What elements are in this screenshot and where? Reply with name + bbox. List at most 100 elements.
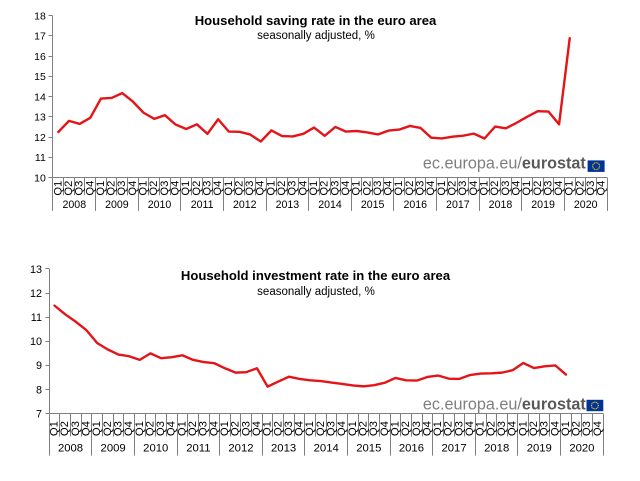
svg-text:Q2: Q2 <box>404 181 416 196</box>
svg-text:Q1: Q1 <box>517 421 529 436</box>
svg-text:ec.europa.eu/eurostat: ec.europa.eu/eurostat <box>423 155 586 173</box>
svg-text:Q3: Q3 <box>201 181 213 196</box>
svg-text:Q2: Q2 <box>315 421 327 436</box>
svg-text:Q2: Q2 <box>144 421 156 436</box>
svg-text:7: 7 <box>36 408 42 420</box>
svg-text:Q4: Q4 <box>297 181 309 196</box>
svg-text:Q2: Q2 <box>187 421 199 436</box>
svg-text:Q4: Q4 <box>464 421 476 436</box>
svg-text:Q2: Q2 <box>357 421 369 436</box>
svg-text:Q3: Q3 <box>70 421 82 436</box>
svg-text:ec.europa.eu/eurostat: ec.europa.eu/eurostat <box>423 395 586 413</box>
svg-text:Q3: Q3 <box>500 181 512 196</box>
svg-text:Q4: Q4 <box>336 421 348 436</box>
svg-text:Q2: Q2 <box>485 421 497 436</box>
svg-text:2011: 2011 <box>191 199 214 211</box>
svg-text:2019: 2019 <box>527 443 552 455</box>
svg-text:Q2: Q2 <box>489 181 501 196</box>
svg-text:2015: 2015 <box>356 443 381 455</box>
svg-text:Q4: Q4 <box>468 181 480 196</box>
svg-text:Q4: Q4 <box>208 421 220 436</box>
svg-text:2014: 2014 <box>314 443 339 455</box>
svg-text:Q2: Q2 <box>106 181 118 196</box>
svg-text:Q3: Q3 <box>368 421 380 436</box>
svg-text:12: 12 <box>34 132 46 144</box>
svg-text:Q4: Q4 <box>421 421 433 436</box>
svg-text:Q3: Q3 <box>585 181 597 196</box>
svg-text:Q3: Q3 <box>283 421 295 436</box>
svg-text:Q4: Q4 <box>510 181 522 196</box>
svg-text:Q2: Q2 <box>102 421 114 436</box>
svg-text:Q3: Q3 <box>326 421 338 436</box>
svg-text:9: 9 <box>36 360 42 372</box>
svg-text:Q3: Q3 <box>329 181 341 196</box>
svg-text:Q1: Q1 <box>351 181 363 196</box>
svg-text:2014: 2014 <box>318 199 342 211</box>
svg-text:Q4: Q4 <box>340 181 352 196</box>
svg-text:2013: 2013 <box>271 443 296 455</box>
svg-text:18: 18 <box>34 10 46 22</box>
svg-text:Q2: Q2 <box>233 181 245 196</box>
svg-text:Q4: Q4 <box>80 421 92 436</box>
svg-text:Q1: Q1 <box>91 421 103 436</box>
svg-text:Household saving rate in the e: Household saving rate in the euro area <box>195 13 437 28</box>
svg-text:Q2: Q2 <box>230 421 242 436</box>
svg-text:2010: 2010 <box>148 199 172 211</box>
svg-text:Q3: Q3 <box>372 181 384 196</box>
svg-text:Q1: Q1 <box>389 421 401 436</box>
svg-text:2018: 2018 <box>489 199 513 211</box>
svg-text:Q4: Q4 <box>166 421 178 436</box>
svg-text:2017: 2017 <box>441 443 466 455</box>
svg-text:seasonally adjusted, %: seasonally adjusted, % <box>257 30 375 42</box>
svg-text:10: 10 <box>30 336 42 348</box>
svg-text:Q4: Q4 <box>212 181 224 196</box>
svg-text:Q4: Q4 <box>553 181 565 196</box>
svg-text:Q3: Q3 <box>74 181 86 196</box>
svg-text:Q2: Q2 <box>191 181 203 196</box>
svg-text:Q1: Q1 <box>134 421 146 436</box>
svg-text:Q2: Q2 <box>447 181 459 196</box>
svg-text:2012: 2012 <box>228 443 253 455</box>
svg-text:Q2: Q2 <box>276 181 288 196</box>
svg-text:2018: 2018 <box>484 443 509 455</box>
svg-text:Q1: Q1 <box>432 421 444 436</box>
svg-text:Q3: Q3 <box>198 421 210 436</box>
svg-text:Q1: Q1 <box>262 421 274 436</box>
svg-text:Q4: Q4 <box>379 421 391 436</box>
svg-text:Q3: Q3 <box>542 181 554 196</box>
svg-text:Q1: Q1 <box>308 181 320 196</box>
svg-text:Q4: Q4 <box>84 181 96 196</box>
svg-text:Q3: Q3 <box>581 421 593 436</box>
svg-text:Q4: Q4 <box>425 181 437 196</box>
svg-text:10: 10 <box>34 172 46 184</box>
svg-text:Q1: Q1 <box>478 181 490 196</box>
svg-text:Q1: Q1 <box>95 181 107 196</box>
svg-text:Q1: Q1 <box>138 181 150 196</box>
svg-text:16: 16 <box>34 51 46 63</box>
svg-text:Q1: Q1 <box>564 181 576 196</box>
svg-text:Q2: Q2 <box>361 181 373 196</box>
svg-text:Q1: Q1 <box>560 421 572 436</box>
svg-text:2019: 2019 <box>531 199 555 211</box>
svg-text:8: 8 <box>36 384 42 396</box>
svg-text:Q4: Q4 <box>255 181 267 196</box>
svg-text:Q1: Q1 <box>219 421 231 436</box>
svg-text:seasonally adjusted, %: seasonally adjusted, % <box>257 286 375 298</box>
svg-text:Q1: Q1 <box>521 181 533 196</box>
svg-text:2009: 2009 <box>105 199 129 211</box>
svg-text:2010: 2010 <box>143 443 168 455</box>
svg-text:Q4: Q4 <box>383 181 395 196</box>
svg-text:Q4: Q4 <box>170 181 182 196</box>
svg-text:Q3: Q3 <box>411 421 423 436</box>
svg-text:Q2: Q2 <box>59 421 71 436</box>
svg-text:2012: 2012 <box>233 199 257 211</box>
svg-text:Q3: Q3 <box>159 181 171 196</box>
svg-text:2015: 2015 <box>361 199 385 211</box>
svg-text:2008: 2008 <box>58 443 83 455</box>
svg-text:11: 11 <box>31 312 42 324</box>
svg-text:12: 12 <box>30 288 42 300</box>
svg-text:Q4: Q4 <box>251 421 263 436</box>
svg-text:Q3: Q3 <box>155 421 167 436</box>
svg-text:Q2: Q2 <box>443 421 455 436</box>
svg-text:Household investment rate in t: Household investment rate in the euro ar… <box>181 268 451 283</box>
